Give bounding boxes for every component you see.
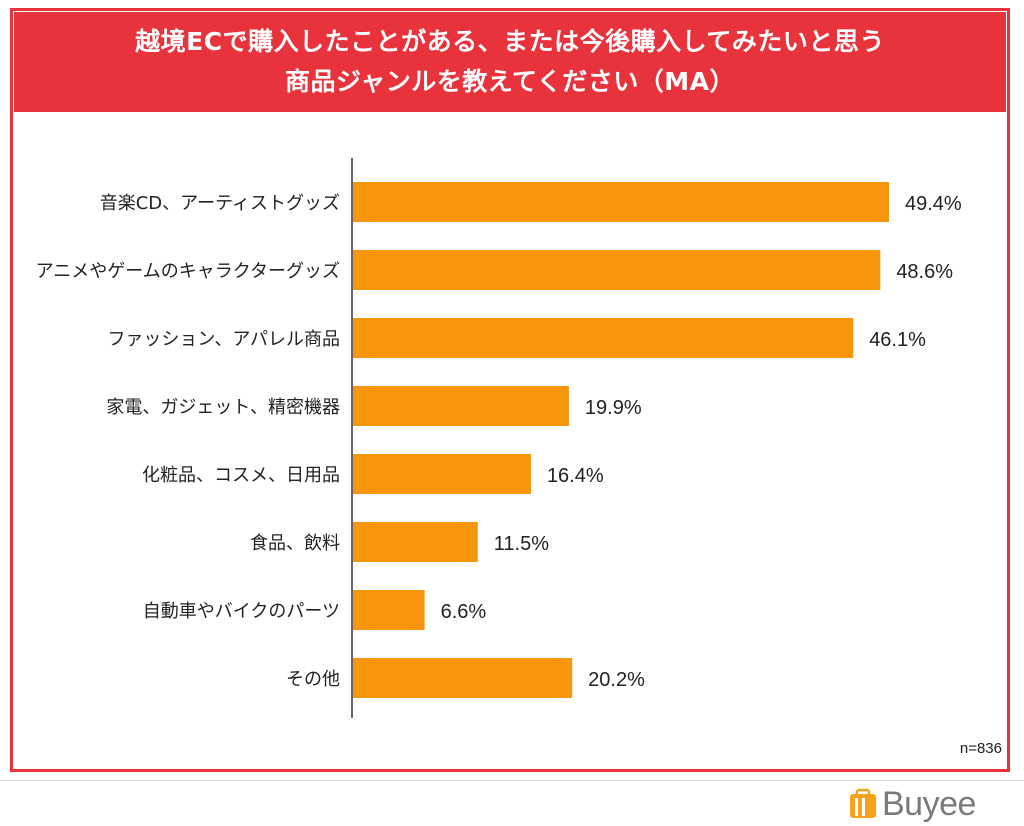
bar (353, 658, 573, 698)
bar (353, 590, 425, 630)
bar (353, 250, 881, 290)
buyee-logo: Buyee (848, 784, 976, 824)
value-label: 19.9% (585, 397, 642, 419)
bar-chart: 音楽CD、アーティストグッズ 49.4% アニメやゲームのキャラクターグッズ 48.6… (36, 158, 962, 718)
category-label: ファッション、アパレル商品 (107, 329, 340, 350)
value-label: 49.4% (905, 193, 962, 215)
title-line-1: 越境ECで購入したことがある、または今後購入してみたいと思う (135, 27, 885, 56)
category-label: 音楽CD、アーティストグッズ (100, 193, 340, 214)
bar (353, 182, 889, 222)
sample-size-note: n=836 (959, 740, 1002, 757)
bar (353, 386, 569, 426)
value-label: 6.6% (441, 601, 487, 623)
category-label: アニメやゲームのキャラクターグッズ (36, 261, 340, 282)
value-label: 16.4% (547, 465, 604, 487)
title-line-2: 商品ジャンルを教えてください（MA） (285, 67, 735, 96)
bar (353, 522, 478, 562)
category-label: 自動車やバイクのパーツ (143, 601, 340, 622)
category-label: 食品、飲料 (250, 533, 340, 554)
value-label: 48.6% (896, 261, 953, 283)
bar (353, 318, 854, 358)
footer-divider (0, 780, 1024, 781)
value-label: 20.2% (588, 669, 645, 691)
value-label: 46.1% (869, 329, 926, 351)
category-label: その他 (286, 669, 340, 690)
category-label: 家電、ガジェット、精密機器 (106, 397, 340, 418)
buyee-logo-text: Buyee (882, 784, 976, 823)
value-label: 11.5% (494, 533, 549, 555)
bar (353, 454, 531, 494)
category-label: 化粧品、コスメ、日用品 (142, 465, 340, 486)
buyee-logo-icon (850, 788, 876, 818)
title-banner: 越境ECで購入したことがある、または今後購入してみたいと思う 商品ジャンルを教え… (14, 12, 1006, 112)
